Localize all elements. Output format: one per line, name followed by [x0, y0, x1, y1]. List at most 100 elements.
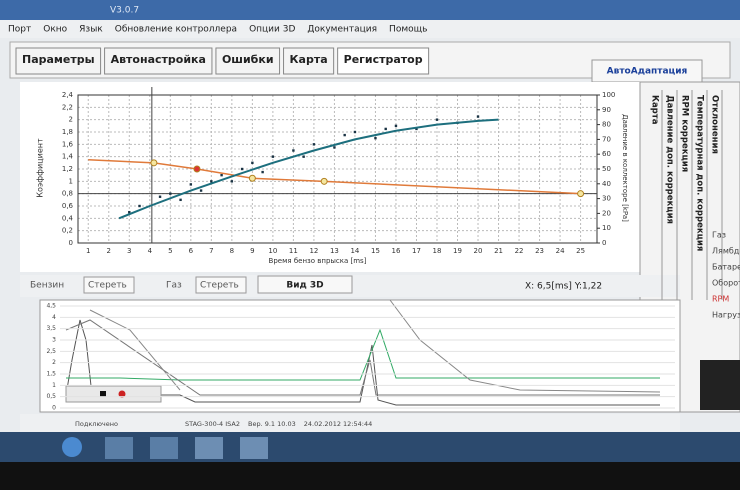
status-item: 24.02.2012 12:54:44 — [304, 420, 372, 428]
y2-tick-label: 90 — [602, 106, 611, 114]
x-tick-label: 8 — [230, 247, 234, 255]
player-controls[interactable] — [65, 385, 162, 403]
taskbar-icon[interactable] — [195, 437, 223, 459]
x-tick-label: 19 — [453, 247, 462, 255]
stop-icon[interactable] — [100, 391, 106, 397]
y2-axis-label: Давление в коллекторе [kPa] — [621, 114, 629, 222]
menu-item[interactable]: Порт — [8, 25, 31, 35]
x-tick-label: 22 — [515, 247, 524, 255]
menu-item[interactable]: Документация — [307, 25, 377, 35]
x-tick-label: 16 — [392, 247, 401, 255]
y-tick-label: 0,8 — [62, 190, 73, 198]
side-tab-label[interactable]: Температурная доп. коррекция — [695, 95, 705, 251]
y-tick-label: 0 — [69, 239, 73, 247]
x-tick-label: 24 — [556, 247, 565, 255]
control-label: Стереть — [88, 281, 127, 291]
side-label: Нагрузка — [712, 311, 740, 320]
scope-tick-label: 1,5 — [46, 371, 56, 378]
record-icon[interactable] — [118, 390, 126, 398]
clear-petrol-button[interactable] — [83, 276, 135, 294]
scatter-point — [333, 146, 336, 149]
menu-item[interactable]: Помощь — [389, 25, 427, 35]
scatter-point — [435, 118, 439, 121]
tab-label: Автонастройка — [111, 53, 206, 66]
scatter-point — [271, 155, 275, 158]
y2-tick-label: 50 — [602, 165, 611, 173]
y2-tick-label: 80 — [602, 121, 611, 129]
series-line — [88, 159, 581, 195]
x-tick-label: 18 — [433, 247, 442, 255]
y-tick-label: 1,4 — [62, 153, 74, 161]
line-marker — [193, 165, 201, 173]
control-label: Газ — [166, 281, 182, 291]
scatter-point — [128, 210, 131, 214]
side-tab-label[interactable]: Отклонения — [710, 95, 720, 154]
scatter-point — [384, 127, 387, 131]
line-marker — [150, 159, 158, 167]
scope-tick-label: 2,5 — [46, 348, 56, 355]
y2-tick-label: 70 — [602, 135, 611, 143]
y-tick-label: 2 — [69, 116, 73, 124]
line-marker — [577, 190, 585, 198]
menu-item[interactable]: Обновление контроллера — [115, 25, 237, 35]
side-label: RPM — [712, 295, 729, 304]
scatter-point — [240, 167, 244, 171]
scope-tick-label: 3 — [52, 337, 56, 344]
menu-item[interactable]: Окно — [43, 25, 67, 35]
scope-traces — [65, 299, 661, 406]
x-tick-label: 3 — [127, 247, 131, 255]
scope-tick-label: 0 — [52, 405, 56, 412]
side-tab-label[interactable]: Карта — [650, 95, 660, 125]
x-tick-label: 13 — [330, 247, 339, 255]
y-axis-label: Коэффициент — [36, 138, 45, 198]
tab[interactable] — [15, 47, 102, 75]
side-label: Газ — [712, 231, 726, 240]
scatter-point — [302, 155, 305, 158]
y2-tick-label: 30 — [602, 195, 611, 203]
x-tick-label: 6 — [189, 247, 194, 255]
menu-item[interactable]: Опции 3D — [249, 25, 295, 35]
taskbar-icon[interactable] — [240, 437, 268, 459]
scatter-point — [292, 149, 295, 152]
taskbar-icon[interactable] — [105, 437, 133, 459]
scatter-point — [189, 183, 193, 186]
taskbar-icon[interactable] — [150, 437, 178, 459]
tab[interactable] — [283, 47, 335, 75]
start-button[interactable] — [62, 437, 82, 457]
side-tab-label[interactable]: Давление доп. коррекция — [665, 95, 675, 224]
x-tick-label: 12 — [309, 247, 318, 255]
x-tick-label: 10 — [268, 247, 277, 255]
cursor-readout: X: 6,5[ms] Y:1,22 — [525, 282, 602, 292]
x-tick-label: 20 — [474, 247, 483, 255]
clear-gas-button[interactable] — [195, 276, 247, 294]
y-tick-label: 1 — [69, 177, 73, 185]
side-label: Батарея — [712, 263, 740, 272]
scope-tick-label: 2 — [52, 359, 56, 366]
scatter-point — [169, 192, 172, 195]
menu-item[interactable]: Язык — [79, 25, 103, 35]
x-tick-label: 7 — [209, 247, 213, 255]
side-tab-label[interactable]: RPM коррекция — [680, 95, 690, 172]
plot-frame — [77, 94, 598, 244]
scatter-point — [138, 204, 141, 208]
y2-tick-label: 0 — [602, 239, 606, 247]
side-label: Лямбда — [712, 247, 740, 256]
scatter-point — [415, 127, 418, 131]
scope-tick-label: 3,5 — [46, 325, 56, 332]
monitor-bezel — [0, 462, 740, 490]
y-tick-label: 1,2 — [62, 165, 73, 173]
window-title: V3.0.7 — [110, 6, 139, 16]
tab[interactable] — [337, 47, 430, 75]
status-bar — [20, 414, 680, 432]
scatter-point — [220, 173, 223, 177]
y-tick-label: 2,4 — [62, 91, 74, 99]
x-tick-label: 9 — [250, 247, 254, 255]
tab[interactable] — [104, 47, 213, 75]
view3d-button[interactable] — [257, 275, 353, 294]
x-tick-label: 1 — [86, 247, 90, 255]
y2-tick-label: 40 — [602, 180, 611, 188]
tab[interactable] — [215, 47, 281, 75]
status-connection: Подключено — [75, 420, 118, 428]
